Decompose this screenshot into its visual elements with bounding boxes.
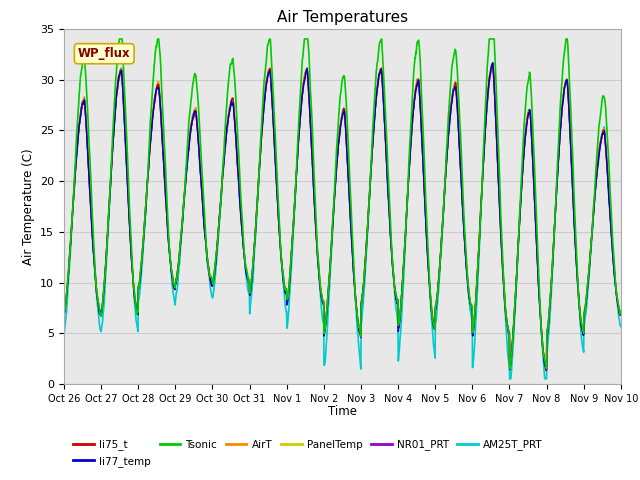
PanelTemp [358, 292, 366, 298]
li77_temp [60, 311, 68, 317]
li75_t [543, 367, 550, 373]
Title: Air Temperatures: Air Temperatures [277, 10, 408, 25]
li77_temp [216, 215, 223, 221]
li77_temp [489, 60, 497, 66]
AM25T_PRT [371, 114, 378, 120]
Tsonic [116, 36, 124, 42]
NR01_PRT [584, 285, 591, 291]
PanelTemp [489, 60, 497, 66]
AM25T_PRT [60, 331, 68, 337]
NR01_PRT [543, 368, 550, 374]
PanelTemp [60, 309, 68, 314]
li75_t [371, 114, 378, 120]
AirT [216, 216, 223, 221]
AirT [504, 327, 512, 333]
AirT [371, 112, 378, 118]
li75_t [60, 310, 68, 315]
li77_temp [568, 171, 576, 177]
AM25T_PRT [584, 293, 591, 299]
PanelTemp [568, 170, 576, 176]
li75_t [216, 215, 223, 221]
AM25T_PRT [216, 220, 223, 226]
AirT [568, 171, 576, 177]
AirT [506, 365, 513, 371]
NR01_PRT [216, 219, 223, 225]
Tsonic [568, 140, 576, 146]
li75_t [358, 291, 366, 297]
li75_t [504, 327, 512, 333]
NR01_PRT [489, 62, 497, 68]
X-axis label: Time: Time [328, 405, 357, 418]
li77_temp [584, 286, 591, 292]
li77_temp [358, 293, 366, 299]
NR01_PRT [358, 293, 366, 299]
Tsonic [359, 292, 367, 298]
NR01_PRT [504, 330, 512, 336]
Tsonic [60, 308, 68, 313]
PanelTemp [504, 328, 512, 334]
PanelTemp [617, 309, 625, 315]
NR01_PRT [60, 311, 68, 317]
Line: li77_temp: li77_temp [64, 63, 621, 370]
AirT [584, 283, 591, 288]
li75_t [617, 308, 625, 314]
Legend: li75_t, li77_temp, Tsonic, AirT, PanelTemp, NR01_PRT, AM25T_PRT: li75_t, li77_temp, Tsonic, AirT, PanelTe… [69, 435, 547, 471]
Tsonic [371, 92, 379, 98]
AirT [358, 293, 366, 299]
NR01_PRT [617, 311, 625, 317]
PanelTemp [584, 284, 591, 289]
Line: NR01_PRT: NR01_PRT [64, 65, 621, 371]
AM25T_PRT [617, 324, 625, 330]
Tsonic [617, 308, 625, 314]
li75_t [584, 284, 591, 289]
li75_t [488, 61, 496, 67]
Tsonic [504, 326, 512, 332]
Line: PanelTemp: PanelTemp [64, 63, 621, 369]
AM25T_PRT [358, 309, 366, 315]
Text: WP_flux: WP_flux [78, 47, 131, 60]
AirT [489, 61, 497, 67]
AM25T_PRT [506, 376, 513, 382]
Tsonic [506, 366, 513, 372]
li77_temp [617, 312, 625, 318]
Line: AM25T_PRT: AM25T_PRT [64, 63, 621, 379]
AirT [60, 311, 68, 316]
NR01_PRT [568, 171, 576, 177]
Line: AirT: AirT [64, 64, 621, 368]
PanelTemp [543, 366, 550, 372]
Y-axis label: Air Temperature (C): Air Temperature (C) [22, 148, 35, 264]
Line: Tsonic: Tsonic [64, 39, 621, 369]
li77_temp [504, 328, 512, 334]
AM25T_PRT [504, 355, 512, 361]
NR01_PRT [371, 115, 378, 121]
li75_t [568, 172, 576, 178]
Tsonic [216, 216, 223, 221]
li77_temp [371, 116, 378, 122]
PanelTemp [371, 115, 378, 120]
PanelTemp [216, 216, 223, 222]
Line: li75_t: li75_t [64, 64, 621, 370]
AirT [617, 310, 625, 315]
li77_temp [506, 367, 513, 373]
Tsonic [584, 282, 591, 288]
AM25T_PRT [488, 60, 496, 66]
AM25T_PRT [568, 173, 576, 179]
